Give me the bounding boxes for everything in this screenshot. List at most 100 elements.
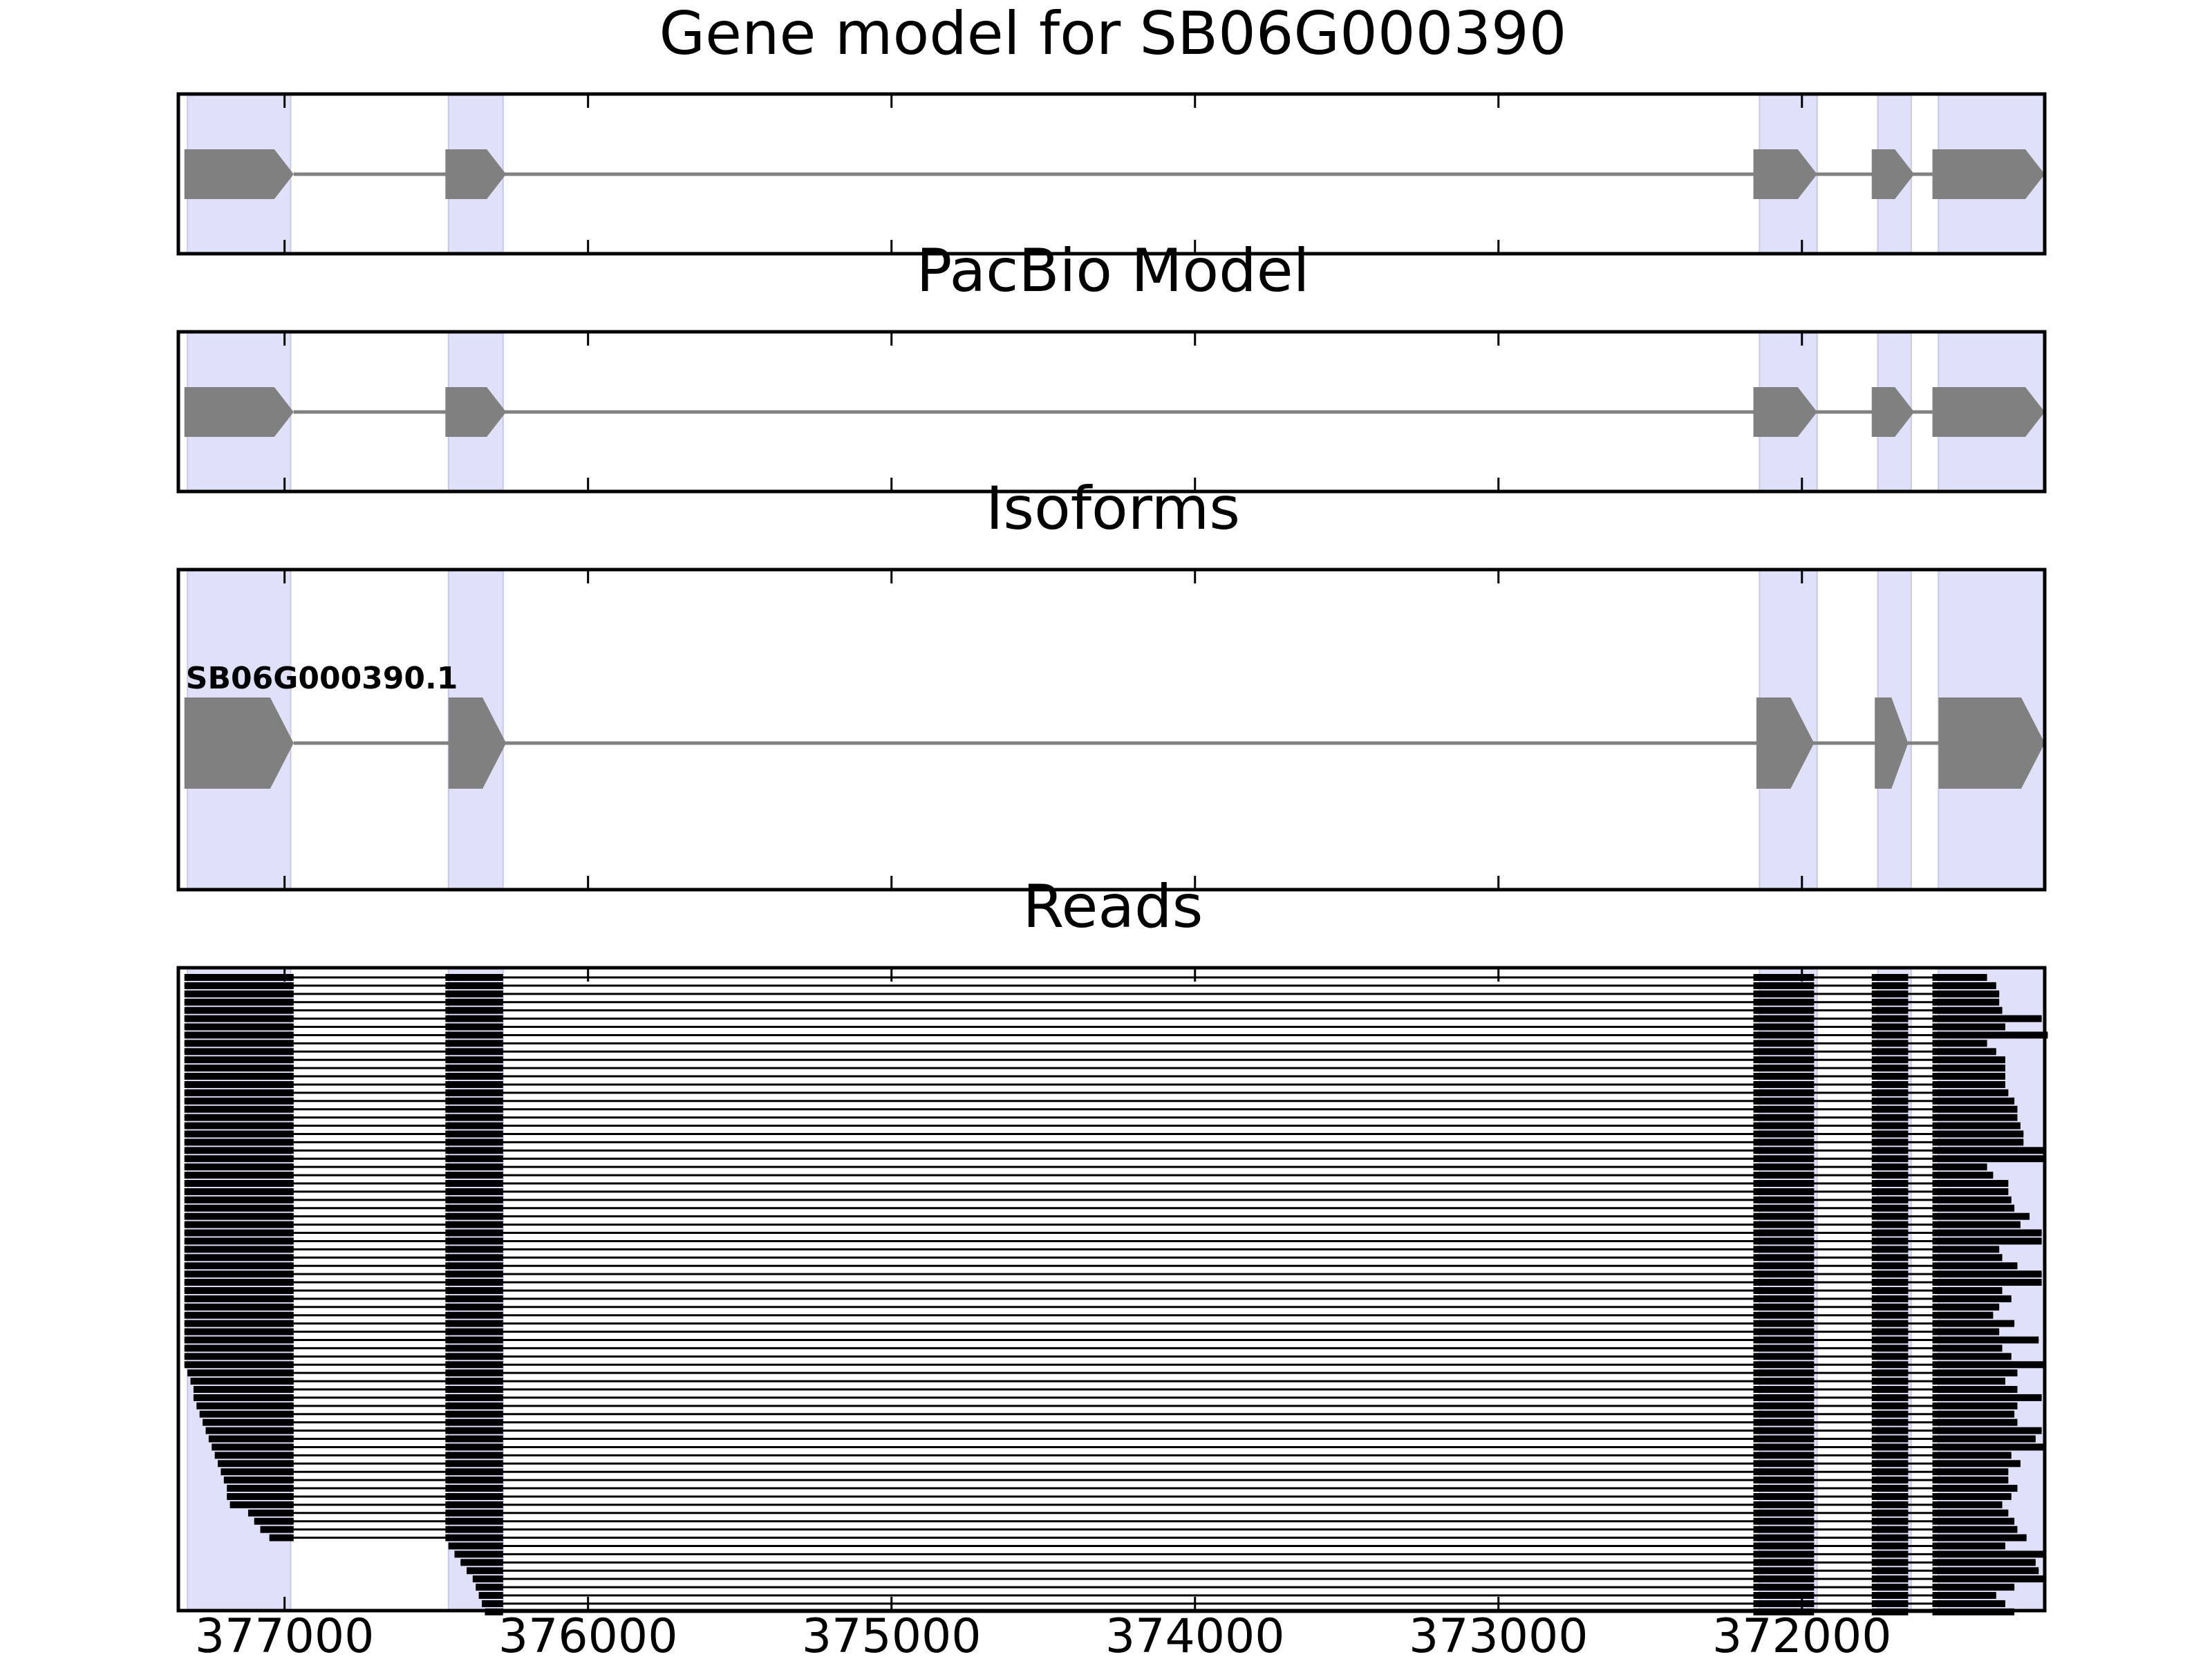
read-39-block-1 <box>184 1286 294 1294</box>
read-46-block-3 <box>1753 1344 1815 1352</box>
read-45 <box>184 1336 2039 1344</box>
read-74-block-2 <box>1753 1575 1815 1583</box>
read-12-block-3 <box>1753 1065 1815 1072</box>
pacbio-model-exon-5 <box>1932 387 2045 437</box>
read-47-block-4 <box>1871 1353 1909 1360</box>
read-23-block-5 <box>1932 1155 2045 1163</box>
read-72-block-2 <box>1753 1559 1815 1566</box>
read-75-block-2 <box>1753 1584 1815 1591</box>
read-33-block-2 <box>445 1237 503 1245</box>
read-5-block-5 <box>1932 1006 2003 1014</box>
read-45-block-5 <box>1932 1336 2039 1344</box>
read-9-block-5 <box>1932 1040 1987 1047</box>
read-59-block-2 <box>445 1452 503 1459</box>
read-21 <box>184 1138 2024 1146</box>
read-2-block-4 <box>1871 982 1909 989</box>
read-60-block-2 <box>445 1460 503 1468</box>
read-72 <box>460 1559 2036 1566</box>
read-50-block-1 <box>190 1378 294 1385</box>
read-49-block-5 <box>1932 1369 2018 1377</box>
read-54-block-2 <box>445 1410 503 1418</box>
read-44-block-1 <box>184 1328 294 1335</box>
read-28-block-2 <box>445 1196 503 1203</box>
gene-model-title: Gene model for SB06G000390 <box>659 0 1567 68</box>
read-47-block-2 <box>445 1353 503 1360</box>
read-27-block-3 <box>1753 1188 1815 1195</box>
read-50-block-5 <box>1932 1378 2005 1385</box>
read-25-block-4 <box>1871 1172 1909 1179</box>
read-37-block-5 <box>1932 1271 2042 1278</box>
read-9-block-4 <box>1871 1040 1909 1047</box>
read-12-block-2 <box>445 1065 503 1072</box>
read-30-block-5 <box>1932 1212 2030 1220</box>
read-54 <box>199 1410 2015 1418</box>
read-48-block-2 <box>445 1361 503 1369</box>
pacbio-model-exon-3 <box>1753 387 1817 437</box>
read-60 <box>218 1460 2021 1468</box>
read-15 <box>184 1089 2009 1096</box>
read-69-block-4 <box>1871 1534 1909 1541</box>
x-tick-label-5: 372000 <box>1712 1609 1892 1659</box>
x-tick-label-4: 373000 <box>1409 1609 1588 1659</box>
read-46-block-4 <box>1871 1344 1909 1352</box>
read-52-block-5 <box>1932 1394 2042 1401</box>
panel-frame-3 <box>176 966 2047 1613</box>
read-26-block-2 <box>445 1180 503 1187</box>
read-35 <box>184 1254 2003 1262</box>
read-14-block-1 <box>184 1080 294 1088</box>
read-61 <box>221 1468 2009 1476</box>
read-59 <box>214 1452 2012 1459</box>
read-12 <box>184 1065 2005 1072</box>
read-10 <box>184 1048 1996 1056</box>
read-8-block-2 <box>445 1031 503 1039</box>
read-9-block-2 <box>445 1040 503 1047</box>
read-57-block-2 <box>445 1435 503 1443</box>
read-14-block-2 <box>445 1080 503 1088</box>
read-17-block-1 <box>184 1105 294 1113</box>
isoforms-exon-4 <box>1875 697 1909 789</box>
read-58 <box>212 1443 2045 1451</box>
read-8-block-4 <box>1871 1031 1909 1039</box>
read-35-block-4 <box>1871 1254 1909 1262</box>
read-42-block-5 <box>1932 1311 1994 1319</box>
read-67-block-2 <box>445 1517 503 1525</box>
read-25-block-2 <box>445 1172 503 1179</box>
panel-frame-2 <box>176 568 2047 892</box>
read-3-block-5 <box>1932 990 2000 997</box>
read-50-block-3 <box>1753 1378 1815 1385</box>
read-17 <box>184 1105 2018 1113</box>
read-73-block-1 <box>467 1567 503 1575</box>
read-45-block-1 <box>184 1336 294 1344</box>
read-70 <box>448 1542 2005 1550</box>
read-7-block-1 <box>184 1023 294 1031</box>
read-1-block-4 <box>1871 974 1909 981</box>
read-11-block-4 <box>1871 1056 1909 1064</box>
read-22-block-3 <box>1753 1147 1815 1154</box>
read-38 <box>184 1279 2042 1286</box>
read-26-block-1 <box>184 1180 294 1187</box>
read-16-block-2 <box>445 1097 503 1105</box>
read-20-block-5 <box>1932 1130 2024 1138</box>
read-48-block-4 <box>1871 1361 1909 1369</box>
read-76 <box>478 1592 1996 1599</box>
read-34-block-2 <box>445 1246 503 1253</box>
read-39 <box>184 1286 2003 1294</box>
read-32-block-5 <box>1932 1229 2042 1237</box>
read-12-block-1 <box>184 1065 294 1072</box>
read-24-block-5 <box>1932 1163 1987 1171</box>
read-26-block-3 <box>1753 1180 1815 1187</box>
read-2-block-3 <box>1753 982 1815 989</box>
read-34-block-4 <box>1871 1246 1909 1253</box>
read-12-block-5 <box>1932 1065 2005 1072</box>
read-67 <box>254 1517 2015 1525</box>
read-33-block-4 <box>1871 1237 1909 1245</box>
read-22-block-5 <box>1932 1147 2045 1154</box>
read-4-block-1 <box>184 998 294 1006</box>
read-71 <box>454 1550 2045 1558</box>
read-67-block-3 <box>1753 1517 1815 1525</box>
read-32-block-2 <box>445 1229 503 1237</box>
read-39-block-2 <box>445 1286 503 1294</box>
read-76-block-1 <box>478 1592 503 1599</box>
read-2 <box>184 982 1996 989</box>
read-30-block-2 <box>445 1212 503 1220</box>
